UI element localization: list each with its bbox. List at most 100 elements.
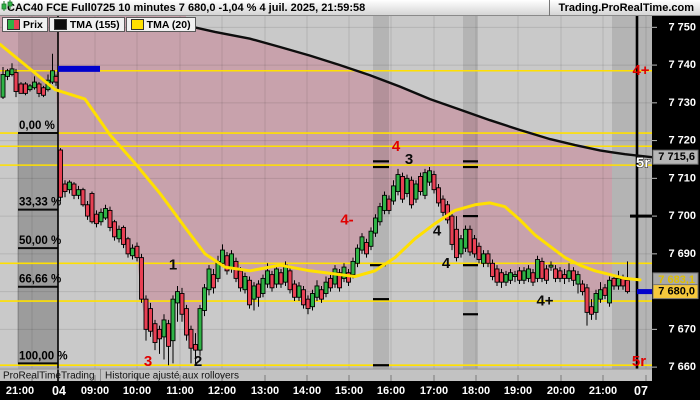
candle-body (382, 194, 387, 211)
candle-body (616, 277, 621, 287)
candle-body (611, 277, 617, 287)
candle-body (292, 283, 297, 298)
candle-body (157, 328, 162, 340)
tma155-line (185, 24, 653, 159)
candle-body (116, 228, 122, 240)
candle-body (418, 176, 423, 193)
session-band (612, 16, 652, 369)
candle-body (544, 268, 549, 281)
candle-body (409, 179, 414, 206)
legend-label: TMA (155) (69, 18, 120, 31)
candle-body (341, 266, 347, 279)
time-axis-label: 11:00 (166, 385, 194, 397)
candle-body (148, 308, 153, 332)
candle-body (476, 245, 482, 260)
candle-body (0, 74, 6, 98)
candle-body (13, 72, 19, 92)
candle-body (355, 247, 360, 264)
candle-body (440, 198, 446, 213)
footer-text: Trading (61, 371, 95, 382)
candle-body (458, 238, 464, 255)
candle-body (260, 277, 266, 294)
candle-body (67, 181, 72, 191)
candle-body (589, 306, 594, 315)
wave-label: 5r (636, 155, 650, 172)
candle-body (41, 87, 46, 96)
legend-item-tma20[interactable]: TMA (20) (125, 17, 196, 32)
wave-label: 3 (405, 151, 413, 168)
candle-body (481, 253, 486, 264)
candle-body (625, 279, 630, 293)
candle-body (134, 245, 140, 259)
footer-strip (0, 369, 652, 381)
price-axis-label: 7 710 (668, 172, 696, 184)
candle-body (23, 83, 28, 94)
candle-body (454, 228, 459, 259)
legend-label: TMA (20) (146, 18, 191, 31)
candle-body (296, 285, 302, 298)
candle-body (251, 285, 257, 300)
candle-body (602, 287, 608, 296)
time-axis-label: 20:00 (547, 385, 575, 397)
candle-body (346, 272, 351, 283)
tma155-value-label-box (652, 149, 699, 165)
candle-body (386, 198, 392, 211)
candle-body (526, 268, 531, 279)
candle-body (422, 172, 428, 196)
wave-label: 4 (392, 138, 401, 155)
candle-body (431, 174, 437, 191)
candle-body (427, 170, 432, 183)
candle-body (130, 247, 135, 257)
time-axis-label: 16:00 (377, 385, 405, 397)
candle-body (206, 268, 212, 291)
time-axis-label: 07 (634, 384, 648, 398)
candle-body (566, 270, 572, 279)
candle-body (310, 293, 315, 308)
price-axis-label: 7 660 (668, 361, 696, 373)
time-axis-label: 21:00 (589, 385, 617, 397)
tma20-swatch (130, 19, 144, 30)
time-axis-label: 13:00 (251, 385, 279, 397)
legend-label: Prix (23, 18, 43, 31)
candle-body (364, 242, 369, 255)
candle-body (575, 274, 581, 285)
wave-label: 4+ (632, 62, 649, 79)
candle-body (18, 83, 24, 94)
candle-body (391, 185, 396, 202)
candle-body (36, 83, 42, 94)
candle-body (256, 283, 261, 298)
legend-item-price[interactable]: Prix (2, 17, 48, 32)
tma20-value-label: 7 683,1 (658, 274, 695, 286)
fib-level-label: 100,00 % (19, 350, 68, 362)
tma155-value-label: 7 715,6 (658, 151, 695, 163)
candle-body (139, 257, 144, 300)
wave-label: 2 (194, 353, 202, 370)
candle-body (553, 268, 558, 279)
blue-bar-marker (58, 65, 100, 72)
candle-body (197, 308, 203, 351)
candle-body (395, 174, 401, 193)
candle-body (202, 287, 207, 311)
fib-level-label: 50,00 % (19, 235, 61, 247)
candle-body (377, 206, 383, 223)
time-axis-label: 15:00 (335, 385, 363, 397)
candle-body (562, 274, 567, 279)
legend-item-tma155[interactable]: TMA (155) (48, 17, 125, 32)
price-axis-label: 7 740 (668, 59, 696, 71)
session-band (463, 16, 478, 369)
candle-body (94, 213, 99, 225)
candle-body (184, 308, 189, 336)
candle-body (548, 264, 554, 268)
candle-body (503, 274, 509, 283)
time-axis-label: 10:00 (123, 385, 151, 397)
candle-body (508, 272, 513, 281)
footer-text: Historique ajusté aux rollovers (105, 371, 239, 382)
title-bar: CAC40 FCE Full0725 10 minutes 7 680,0 -1… (0, 0, 700, 16)
price-axis-label: 7 700 (668, 210, 696, 222)
wave-label: 3 (144, 353, 152, 370)
candle-body (274, 268, 279, 285)
fib-level-label: 66,66 % (19, 274, 61, 286)
candle-body (580, 283, 585, 293)
price-axis-label: 7 750 (668, 21, 696, 33)
